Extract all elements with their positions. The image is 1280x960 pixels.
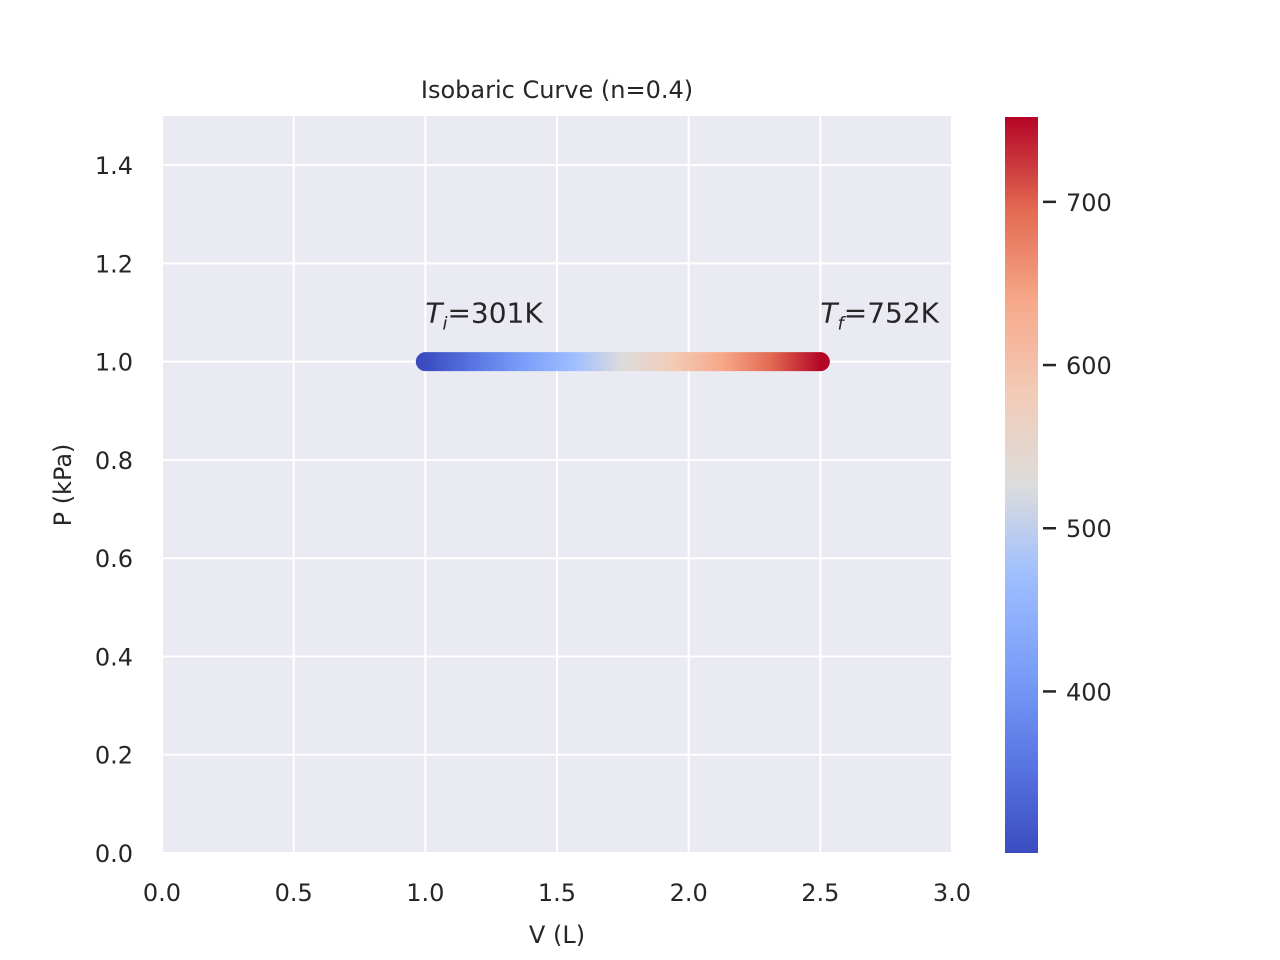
colorbar-ticks: 400 500 600 700 [1043,189,1112,706]
y-tick-label: 0.4 [95,643,133,671]
x-tick-label: 1.0 [406,879,444,907]
x-tick-label: 3.0 [933,879,971,907]
x-tick-label: 0.0 [143,879,181,907]
colorbar [1005,117,1038,853]
temperature-annotation: Tf=752K [820,297,939,335]
y-tick-label: 0.6 [95,545,133,573]
x-axis-label: V (L) [529,921,585,949]
y-tick-label: 1.2 [95,250,133,278]
colorbar-tick-label: 500 [1066,515,1112,543]
y-tick-label: 0.2 [95,742,133,770]
chart-title: Isobaric Curve (n=0.4) [421,76,693,104]
colorbar-tick-label: 700 [1066,189,1112,217]
x-tick-label: 1.5 [538,879,576,907]
y-axis-label: P (kPa) [49,444,77,527]
y-tick-label: 0.0 [95,840,133,868]
y-tick-label: 1.0 [95,349,133,377]
grid-lines [161,116,953,854]
x-tick-labels: 0.0 0.5 1.0 1.5 2.0 2.5 3.0 [143,879,971,907]
colorbar-tick-label: 600 [1066,352,1112,380]
y-tick-label: 1.4 [95,152,133,180]
annotations: Ti=301K Tf=752K [425,297,939,335]
x-tick-label: 2.5 [801,879,839,907]
y-tick-label: 0.8 [95,447,133,475]
x-tick-label: 0.5 [275,879,313,907]
colorbar-tick-label: 400 [1066,678,1112,706]
y-tick-labels: 0.0 0.2 0.4 0.6 0.8 1.0 1.2 1.4 [95,152,133,868]
temperature-annotation: Ti=301K [425,297,543,335]
x-tick-label: 2.0 [670,879,708,907]
